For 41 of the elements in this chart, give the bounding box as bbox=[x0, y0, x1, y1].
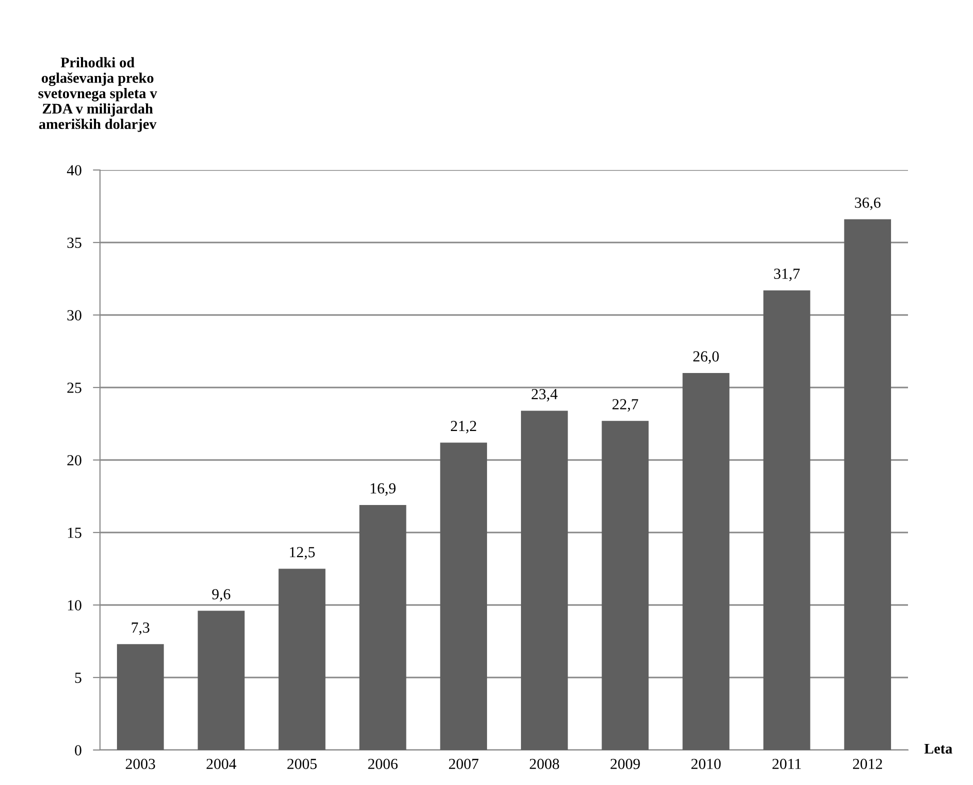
x-tick-label: 2011 bbox=[772, 758, 801, 770]
y-tick-label: 10 bbox=[68, 600, 82, 610]
y-tick-label: 20 bbox=[67, 455, 82, 466]
data-label: 12,5 bbox=[290, 547, 315, 560]
data-label: 31,7 bbox=[774, 268, 800, 282]
x-tick-label: 2003 bbox=[126, 758, 156, 770]
data-label: 16,9 bbox=[370, 483, 396, 496]
bar bbox=[198, 610, 245, 750]
bar bbox=[602, 420, 649, 750]
y-tick-label: 5 bbox=[75, 672, 82, 683]
x-tick-label: 2010 bbox=[691, 758, 721, 770]
bar bbox=[844, 219, 892, 750]
x-tick-label: 2004 bbox=[206, 758, 236, 770]
y-tick-label: 15 bbox=[68, 528, 82, 538]
data-label: 26,0 bbox=[693, 351, 719, 364]
bar bbox=[520, 410, 568, 750]
x-tick-label: 2012 bbox=[852, 758, 882, 770]
y-tick-label: 40 bbox=[66, 165, 82, 176]
y-tick-label: 30 bbox=[67, 310, 82, 320]
y-tick-label: 0 bbox=[74, 745, 82, 756]
x-tick-label: 2006 bbox=[368, 758, 398, 770]
data-label: 9,6 bbox=[212, 589, 230, 602]
bar bbox=[682, 373, 730, 750]
y-tick-label: 25 bbox=[67, 382, 82, 393]
data-label: 22,7 bbox=[612, 399, 638, 412]
bar bbox=[763, 290, 810, 750]
bar bbox=[116, 644, 164, 750]
y-axis-title: Prihodki od oglaševanja preko svetovnega spleta v ZDA v milijardah ameriških dolarjev bbox=[38, 57, 158, 132]
data-label: 21,2 bbox=[450, 420, 476, 434]
x-tick-label: 2005 bbox=[287, 758, 317, 770]
bar bbox=[278, 568, 326, 750]
x-tick-label: 2008 bbox=[530, 758, 560, 770]
data-label: 7,3 bbox=[132, 622, 150, 635]
data-label: 36,6 bbox=[854, 198, 881, 210]
x-axis-title: Leta bbox=[924, 744, 952, 754]
data-label: 23,4 bbox=[532, 388, 558, 402]
x-tick-label: 2009 bbox=[610, 758, 640, 770]
x-tick-label: 2007 bbox=[448, 758, 478, 770]
y-tick-label: 35 bbox=[67, 238, 82, 248]
bar bbox=[359, 504, 406, 750]
bar bbox=[440, 442, 488, 750]
